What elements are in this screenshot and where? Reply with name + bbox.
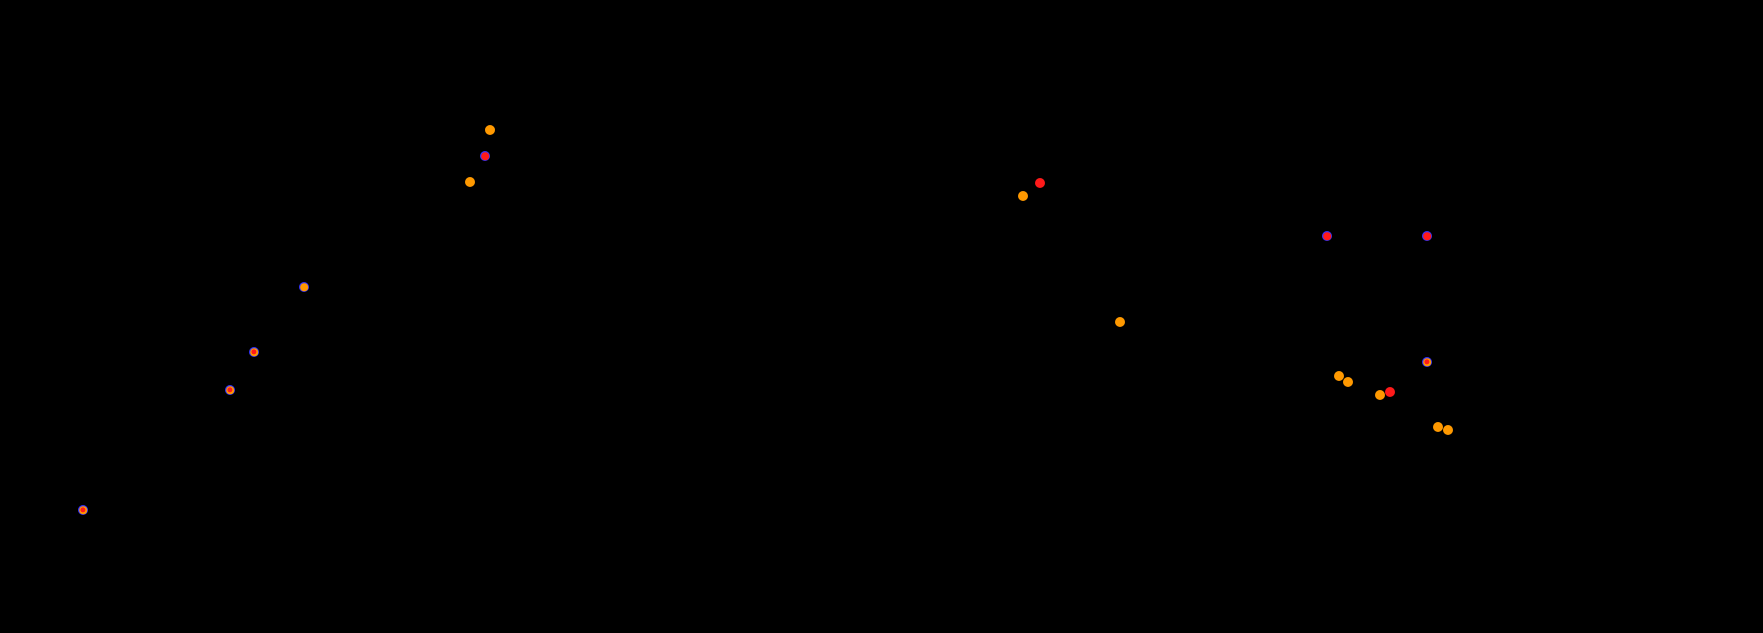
scatter-point	[465, 177, 475, 187]
scatter-point	[1115, 317, 1125, 327]
scatter-canvas	[0, 0, 1763, 633]
scatter-point	[485, 125, 495, 135]
scatter-point	[1375, 390, 1385, 400]
scatter-point	[1423, 232, 1431, 240]
scatter-point	[1443, 425, 1453, 435]
scatter-point	[481, 152, 489, 160]
scatter-point	[300, 283, 308, 291]
scatter-point	[1018, 191, 1028, 201]
scatter-point	[1433, 422, 1443, 432]
scatter-point	[1035, 178, 1045, 188]
scatter-point	[1323, 232, 1331, 240]
scatter-point	[1343, 377, 1353, 387]
scatter-point	[1385, 387, 1395, 397]
